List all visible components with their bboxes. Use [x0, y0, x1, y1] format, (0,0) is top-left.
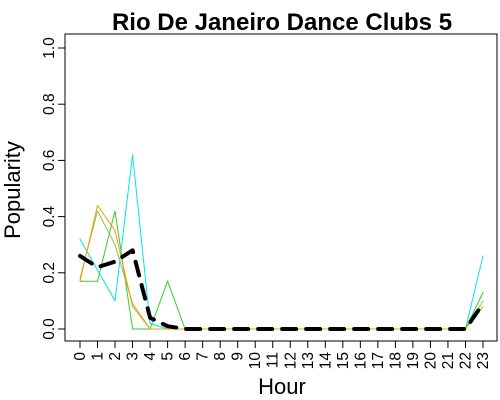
series-group	[78, 154, 485, 331]
y-tick-label: 0.8	[41, 93, 58, 115]
x-tick-label: 20	[422, 352, 439, 370]
x-axis-label: Hour	[258, 374, 306, 399]
x-tick-label: 6	[177, 352, 194, 361]
series-line-1	[79, 154, 484, 330]
y-tick-label: 0.0	[41, 318, 58, 340]
x-tick-label: 7	[195, 352, 212, 361]
x-tick-label: 5	[160, 352, 177, 361]
y-axis: 0.0 0.2 0.4 0.6 0.8 1.0	[41, 37, 66, 340]
x-tick-label: 12	[282, 352, 299, 369]
series-line-mean	[78, 248, 485, 331]
y-tick-label: 0.4	[41, 205, 58, 227]
x-tick-label: 14	[317, 352, 334, 370]
x-tick-label: 13	[300, 352, 317, 369]
x-tick-label: 19	[405, 352, 422, 369]
x-tick-label: 2	[107, 352, 124, 361]
chart-title: Rio De Janeiro Dance Clubs 5	[112, 9, 452, 36]
x-tick-label: 1	[90, 352, 107, 361]
series-line-4	[79, 204, 484, 330]
y-tick-label: 0.6	[41, 150, 58, 172]
x-tick-label: 17	[370, 352, 387, 369]
x-tick-label: 0	[72, 352, 89, 361]
x-tick-label: 23	[475, 352, 492, 369]
y-axis-label: Popularity	[0, 141, 25, 239]
x-tick-label: 10	[247, 352, 264, 370]
y-tick-label: 0.2	[41, 262, 58, 284]
x-tick-label: 3	[125, 352, 142, 361]
x-tick-label: 11	[265, 352, 282, 368]
x-tick-label: 9	[230, 352, 247, 361]
x-tick-label: 18	[387, 352, 404, 369]
x-tick-label: 4	[142, 352, 159, 361]
x-tick-label: 16	[352, 352, 369, 369]
x-tick-label: 22	[457, 352, 474, 369]
x-axis: 0 1 2 3 4 5 6 7 8 9 10 11 12 13 14 15 16 17 18 19 20 21 22 23	[72, 340, 492, 370]
x-tick-label: 15	[335, 352, 352, 369]
x-tick-label: 21	[440, 352, 457, 369]
x-tick-label: 8	[212, 352, 229, 361]
y-tick-label: 1.0	[41, 37, 58, 59]
